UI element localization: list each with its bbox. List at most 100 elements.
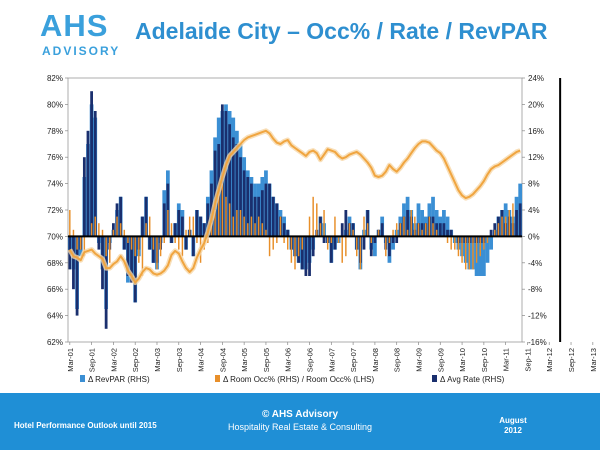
- footer-bar: Hotel Performance Outlook until 2015 © A…: [0, 393, 600, 450]
- room-occ-bar: [501, 216, 503, 237]
- room-occ-bar: [512, 203, 514, 237]
- room-occ-bar: [159, 236, 162, 257]
- avg-rate-bar: [213, 150, 217, 237]
- footer-copyright: © AHS Advisory: [261, 409, 339, 420]
- room-occ-bar: [221, 183, 224, 237]
- room-occ-bar: [308, 216, 311, 237]
- x-tick-label: Sep-11: [523, 348, 532, 372]
- revpar-bar: [373, 236, 377, 257]
- room-occ-bar: [138, 236, 140, 263]
- avg-rate-bar: [231, 137, 235, 237]
- room-occ-bar: [196, 236, 198, 243]
- revpar-bar: [478, 236, 483, 276]
- revpar-bar: [485, 236, 490, 263]
- x-tick-label: Mar-08: [371, 348, 380, 372]
- room-occ-bar: [483, 236, 485, 250]
- y-right-tick-label: 12%: [528, 153, 544, 162]
- room-occ-bar: [163, 236, 165, 243]
- x-tick-label: Sep-01: [88, 348, 97, 372]
- room-occ-bar: [214, 210, 216, 237]
- x-tick-label: Mar-01: [66, 348, 75, 372]
- avg-rate-bar: [144, 196, 148, 237]
- y-left-tick-label: 82%: [47, 74, 63, 83]
- x-tick-label: Mar-10: [458, 348, 467, 372]
- y-right-tick-label: -4%: [528, 259, 542, 268]
- y-left-tick-label: 70%: [47, 232, 63, 241]
- avg-rate-bar: [268, 183, 271, 237]
- y-left-tick-label: 80%: [47, 100, 63, 109]
- room-occ-bar: [116, 216, 118, 237]
- room-occ-bar: [287, 236, 289, 250]
- room-occ-bar: [425, 223, 427, 237]
- room-occ-bar: [352, 229, 354, 237]
- room-occ-bar: [392, 229, 394, 237]
- room-occ-bar: [486, 236, 489, 243]
- room-occ-bar: [337, 236, 340, 243]
- room-occ-bar: [359, 236, 362, 270]
- room-occ-bar: [385, 236, 387, 257]
- room-occ-bar: [174, 236, 176, 243]
- room-occ-bar: [109, 236, 111, 263]
- room-occ-bar: [494, 229, 496, 237]
- room-occ-bar: [257, 216, 260, 237]
- room-occ-bar: [250, 216, 253, 237]
- avg-rate-bar: [148, 236, 152, 250]
- room-occ-bar: [156, 236, 158, 270]
- room-occ-bar: [356, 236, 358, 257]
- room-occ-bar: [268, 236, 271, 257]
- room-occ-bar: [236, 210, 238, 237]
- room-occ-bar: [145, 223, 147, 237]
- avg-rate-bar: [246, 177, 250, 237]
- y-right-tick-label: 16%: [528, 127, 544, 136]
- room-occ-bar: [457, 236, 460, 257]
- x-tick-label: Sep-03: [175, 348, 184, 372]
- avg-rate-bar: [72, 236, 75, 290]
- footer-tagline: Hospitality Real Estate & Consulting: [227, 422, 373, 432]
- room-occ-bar: [366, 223, 369, 237]
- x-tick-label: Mar-03: [153, 348, 162, 372]
- y-left-tick-label: 68%: [47, 259, 63, 268]
- logo-main-text: AHS: [40, 8, 109, 43]
- room-occ-bar: [90, 223, 93, 237]
- avg-rate-bar: [239, 157, 242, 237]
- avg-rate-bar: [311, 236, 315, 257]
- legend-avg-rate-label: Δ Avg Rate (RHS): [440, 375, 505, 384]
- avg-rate-bar: [202, 223, 206, 237]
- x-tick-label: Mar-09: [414, 348, 423, 372]
- y-left-tick-label: 66%: [47, 285, 63, 294]
- room-occ-bar: [72, 229, 75, 237]
- room-occ-bar: [243, 216, 245, 237]
- room-occ-bar: [228, 203, 231, 237]
- avg-rate-bar: [184, 236, 188, 250]
- revpar-bar: [489, 236, 494, 250]
- room-occ-bar: [428, 216, 431, 237]
- room-occ-bar: [112, 229, 115, 237]
- avg-rate-bar: [329, 236, 333, 263]
- avg-rate-bar: [369, 236, 373, 257]
- footer-year: 2012: [504, 426, 522, 435]
- avg-rate-bar: [275, 203, 279, 237]
- room-occ-bar: [98, 223, 100, 237]
- room-occ-bar: [468, 236, 471, 270]
- avg-rate-bar: [391, 236, 395, 243]
- x-tick-label: Mar-06: [284, 348, 293, 372]
- room-occ-bar: [479, 236, 481, 257]
- x-tick-label: Mar-04: [197, 348, 206, 372]
- occupancy-rate-revpar-chart: 62% 64% 66% 68% 70% 72% 74% 76% 78% 80% 82% -16% -12…: [47, 74, 598, 384]
- avg-rate-bar: [446, 229, 449, 237]
- avg-rate-bar: [191, 236, 195, 257]
- legend-room-occ-label: Δ Room Occ% (RHS) / Room Occ% (LHS): [223, 375, 374, 384]
- avg-rate-bar: [333, 236, 337, 250]
- room-occ-bar: [421, 229, 423, 237]
- y-left-tick-label: 76%: [47, 153, 63, 162]
- revpar-bar: [481, 236, 486, 276]
- room-occ-bar: [348, 223, 351, 237]
- avg-rate-bar: [170, 236, 173, 243]
- room-occ-bar: [105, 236, 107, 257]
- room-occ-bar: [276, 236, 278, 243]
- avg-rate-bar: [264, 183, 268, 237]
- avg-rate-bar: [340, 223, 344, 237]
- avg-rate-bar: [133, 236, 137, 303]
- room-occ-bar: [316, 203, 318, 237]
- y-right-tick-label: -8%: [528, 285, 542, 294]
